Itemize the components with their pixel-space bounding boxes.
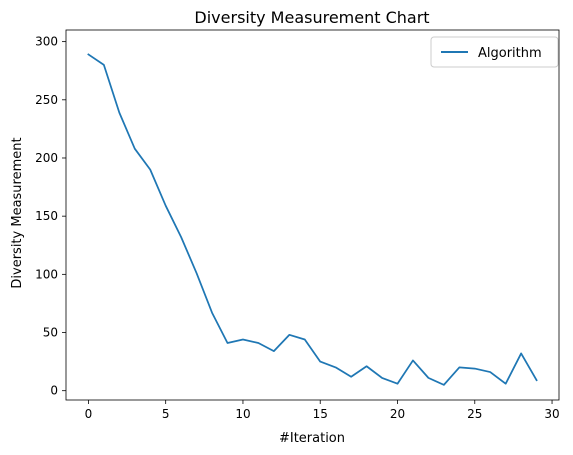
x-tick-label: 20 [390,407,405,421]
y-tick-label: 150 [35,209,58,223]
x-tick-label: 25 [467,407,482,421]
x-tick-label: 0 [85,407,93,421]
y-tick-label: 50 [43,326,58,340]
chart-title: Diversity Measurement Chart [194,8,429,27]
plot-frame [65,29,560,401]
legend-frame [430,36,559,68]
x-tick-label: 5 [162,407,170,421]
legend: Algorithm [430,36,559,68]
series-line-1 [87,53,538,386]
y-tick-label: 200 [35,151,58,165]
y-tick-label: 300 [35,35,58,49]
x-tick-label: 30 [544,407,559,421]
legend-label: Algorithm [478,46,542,61]
x-tick-label: 15 [313,407,328,421]
x-tick-label: 10 [235,407,250,421]
y-tick-label: 0 [50,384,58,398]
x-axis-label: #Iteration [279,431,345,446]
y-tick-label: 100 [35,267,58,281]
y-axis-label: Diversity Measurement [10,137,25,288]
y-tick-label: 250 [35,93,58,107]
